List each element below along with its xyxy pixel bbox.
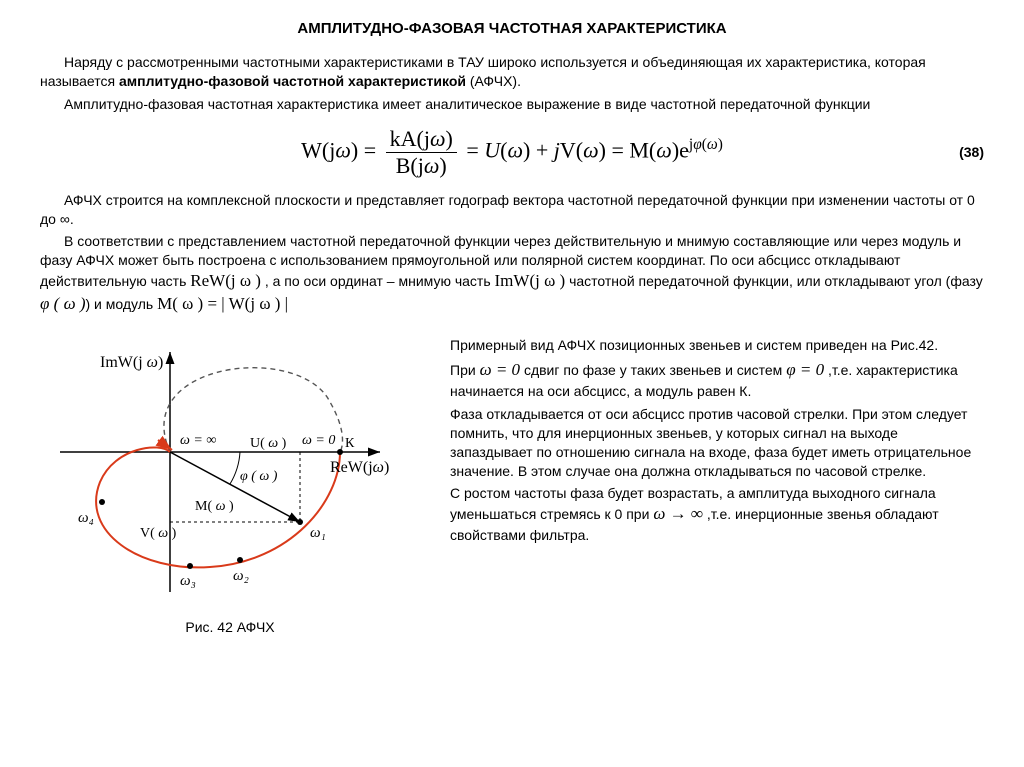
text: сдвиг по фазе у таких звеньев и систем xyxy=(524,362,786,378)
equation-body: W(jω) = kA(jω)B(jω) = U(ω) + jV(ω) = M(ω… xyxy=(301,126,723,179)
label-w0: ω = 0 xyxy=(302,433,335,448)
equation-number: (38) xyxy=(959,144,984,160)
r-para-4: С ростом частоты фаза будет возрастать, … xyxy=(450,484,984,545)
point-w4 xyxy=(99,499,105,505)
r-para-1: Примерный вид АФЧХ позиционных звеньев и… xyxy=(450,336,984,355)
math-phi0: φ = 0 xyxy=(786,360,824,379)
label-imw: ImW(j ω) xyxy=(100,354,163,371)
vector-m xyxy=(170,452,300,522)
label-w1-text: ω₁ xyxy=(310,525,326,541)
label-m: M( ω ) xyxy=(195,499,234,514)
r-para-3: Фаза откладывается от оси абсцисс против… xyxy=(450,405,984,481)
math-imw: ImW(j ω ) xyxy=(495,271,566,290)
page-title: АМПЛИТУДНО-ФАЗОВАЯ ЧАСТОТНАЯ ХАРАКТЕРИСТ… xyxy=(40,20,984,37)
r-para-2: При ω = 0 сдвиг по фазе у таких звеньев … xyxy=(450,359,984,401)
label-winf: ω = ∞ xyxy=(180,433,216,448)
term-bold: амплитудно-фазовой частотной характерист… xyxy=(119,73,466,89)
label-w4-text: ω₄ xyxy=(78,510,94,526)
math-phi: φ ( ω ) xyxy=(40,294,85,313)
label-w3-text: ω₃ xyxy=(180,573,196,589)
point-w2 xyxy=(237,557,243,563)
label-v: V( ω ) xyxy=(140,526,177,541)
paragraph-2: Амплитудно-фазовая частотная характерист… xyxy=(40,95,984,114)
paragraph-3: АФЧХ строится на комплексной плоскости и… xyxy=(40,191,984,229)
text: ) и модуль xyxy=(85,296,157,312)
text: , а по оси ординат – мнимую часть xyxy=(265,273,495,289)
equation-38: W(jω) = kA(jω)B(jω) = U(ω) + jV(ω) = M(ω… xyxy=(40,126,984,179)
afchx-diagram: ImW(j ω) ReW(jω) К ω = 0 ω = ∞ U( ω ) V(… xyxy=(40,332,400,612)
text: частотной передаточной функции, или откл… xyxy=(569,273,983,289)
figure-caption: Рис. 42 АФЧХ xyxy=(40,619,420,635)
label-k: К xyxy=(345,436,355,451)
math-w0: ω = 0 xyxy=(480,360,520,379)
text: При xyxy=(450,362,480,378)
label-phi: φ ( ω ) xyxy=(240,469,278,484)
angle-arc xyxy=(230,452,240,484)
math-rew: ReW(j ω ) xyxy=(190,271,261,290)
paragraph-4: В соответствии с представлением частотно… xyxy=(40,232,984,316)
text: (АФЧХ). xyxy=(466,73,521,89)
label-rew: ReW(jω) xyxy=(330,459,389,476)
figure-column: ImW(j ω) ReW(jω) К ω = 0 ω = ∞ U( ω ) V(… xyxy=(40,332,420,635)
description-column: Примерный вид АФЧХ позиционных звеньев и… xyxy=(450,332,984,635)
label-u: U( ω ) xyxy=(250,436,287,451)
math-winf: ω → ∞ xyxy=(653,504,703,523)
paragraph-1: Наряду с рассмотренными частотными харак… xyxy=(40,53,984,91)
point-w0 xyxy=(337,449,343,455)
point-w3 xyxy=(187,563,193,569)
math-mod: M( ω ) = | W(j ω ) | xyxy=(157,294,288,313)
point-w1 xyxy=(297,519,303,525)
label-w2-text: ω₂ xyxy=(233,568,249,584)
